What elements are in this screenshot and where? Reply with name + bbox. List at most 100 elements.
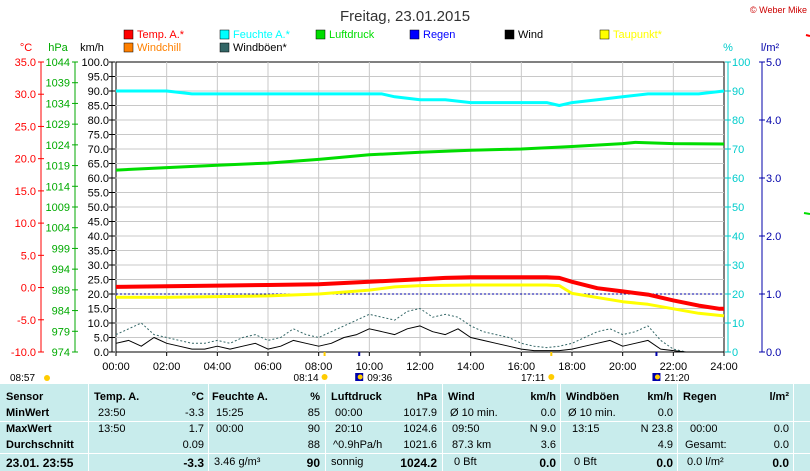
tick-label-wind: 45.0 — [88, 217, 109, 229]
marker-label: 21:20 — [664, 373, 689, 383]
row-label: MinWert — [6, 407, 50, 419]
gust-value: N 23.8 — [640, 423, 673, 435]
tick-label-wind: 0.0 — [94, 347, 109, 359]
rain-value: 0.0 — [772, 456, 789, 470]
tick-label-wind: 65.0 — [88, 159, 109, 171]
x-tick-label: 02:00 — [153, 361, 181, 373]
legend-label: Luftdruck — [329, 29, 375, 41]
x-tick-label: 16:00 — [508, 361, 536, 373]
stats-header-row: Sensor Temp. A. °C Feuchte A. % Luftdruc… — [0, 389, 810, 405]
tick-label-temp: -5.0 — [17, 315, 36, 327]
row-label: Durchschnitt — [6, 439, 74, 451]
row-label: 23.01. 23:55 — [6, 456, 74, 470]
col-gust: Windböen — [566, 391, 620, 403]
x-tick-label: 14:00 — [457, 361, 485, 373]
tick-label-pressure: 1039 — [46, 78, 70, 90]
tick-label-humidity: 20 — [732, 289, 744, 301]
temp-value: 1.7 — [188, 423, 204, 435]
tick-label-wind: 15.0 — [88, 304, 109, 316]
tick-label-temp: 5.0 — [21, 250, 36, 262]
temp-value: -3.3 — [185, 407, 204, 419]
tick-label-wind: 90.0 — [88, 86, 109, 98]
tick-label-pressure: 1019 — [46, 161, 70, 173]
legend-label: Taupunkt* — [613, 29, 663, 41]
stats-avg-row: Durchschnitt 0.09 88 ^0.9hPa/h 1021.6 87… — [0, 437, 810, 453]
wind-value: 0.0 — [540, 407, 556, 419]
tick-label-rain: 2.0 — [766, 231, 781, 243]
series-line — [115, 325, 724, 353]
tick-label-rain: 4.0 — [766, 115, 781, 127]
wind-time: Ø 10 min. — [450, 407, 498, 419]
tick-label-wind: 30.0 — [88, 260, 109, 272]
tick-label-wind: 20.0 — [88, 289, 109, 301]
stats-min-row: MinWert 23:50 -3.3 15:25 85 00:00 1017.9… — [0, 405, 810, 421]
rain-value: 0.0 — [773, 439, 789, 451]
pressure-value: 1024.6 — [403, 423, 437, 435]
tick-label-wind: 85.0 — [88, 101, 109, 113]
gust-bft: 0 Bft — [574, 456, 597, 468]
x-tick-label: 12:00 — [406, 361, 434, 373]
pressure-value: 1021.6 — [403, 439, 437, 451]
col-temp-unit: °C — [191, 391, 204, 403]
tick-label-pressure: 994 — [52, 264, 70, 276]
x-tick-label: 18:00 — [558, 361, 586, 373]
marker-label: 08:57 — [10, 373, 35, 383]
legend-label: Regen — [423, 29, 455, 41]
series-line — [116, 89, 725, 107]
humidity-time: 15:25 — [216, 407, 244, 419]
stats-max-row: MaxWert 13:50 1.7 00:00 90 20:10 1024.6 … — [0, 421, 810, 437]
temp-time: 23:50 — [98, 407, 126, 419]
marker-label: 17:11 — [521, 373, 546, 383]
tick-label-pressure: 979 — [52, 326, 70, 338]
tick-label-humidity: 60 — [732, 173, 744, 185]
moon-phase — [357, 374, 363, 380]
legend-swatch — [409, 29, 420, 40]
axis-title-wind: km/h — [80, 42, 104, 54]
temp-time: 13:50 — [98, 423, 126, 435]
legend-swatch — [315, 29, 326, 40]
weather-chart: Freitag, 23.01.2015 © Weber Mike Temp. A… — [10, 5, 810, 383]
sun-icon — [321, 374, 328, 380]
tick-label-temp: 20.0 — [15, 154, 36, 166]
tick-label-humidity: 80 — [732, 115, 744, 127]
legend-swatch — [599, 29, 610, 40]
temp-value: -3.3 — [183, 456, 204, 470]
temp-value: 0.09 — [182, 439, 204, 451]
col-humidity-unit: % — [310, 391, 320, 403]
tick-label-wind: 75.0 — [88, 130, 109, 142]
tick-label-wind: 60.0 — [88, 173, 109, 185]
marker-label: 08:14 — [294, 373, 319, 383]
side-indicators — [803, 34, 810, 215]
x-tick-label: 24:00 — [710, 361, 738, 373]
wind-value: N 9.0 — [529, 423, 556, 435]
tick-label-humidity: 0 — [732, 347, 738, 359]
pressure-value: 1024.2 — [400, 456, 437, 470]
humidity-value: 90 — [307, 423, 320, 435]
rain-time: 00:00 — [690, 423, 718, 435]
tick-label-pressure: 974 — [52, 347, 70, 359]
col-pressure: Luftdruck — [331, 391, 382, 403]
tick-label-pressure: 999 — [52, 243, 70, 255]
weather-state: sonnig — [331, 456, 364, 468]
stats-now-row: 23.01. 23:55 -3.3 3.46 g/m³ 90 sonnig 10… — [0, 454, 810, 470]
x-axis: 00:00 02:00 04:00 06:00 08:00 10:00 12:00 14:00… — [102, 352, 738, 373]
sun-moon-markers: 08:57 08:14 09:36 17:11 21:20 — [10, 352, 690, 383]
tick-label-wind: 25.0 — [88, 275, 109, 287]
wind-value: 0.0 — [539, 456, 556, 470]
col-wind: Wind — [448, 391, 475, 403]
tick-label-pressure: 1034 — [46, 98, 70, 110]
tick-label-humidity: 30 — [732, 260, 744, 272]
abs-humidity: 3.46 g/m³ — [214, 456, 261, 468]
tick-label-wind: 10.0 — [88, 318, 109, 330]
tick-label-wind: 5.0 — [94, 333, 109, 345]
rain-value: 0.0 — [773, 423, 789, 435]
tick-label-temp: 15.0 — [15, 186, 36, 198]
axis-title-rain: l/m² — [761, 42, 780, 54]
humidity-value: 90 — [306, 456, 320, 470]
gust-value: 0.0 — [657, 407, 673, 419]
series-line — [116, 283, 725, 318]
tick-label-temp: 0.0 — [21, 283, 36, 295]
row-label: MaxWert — [6, 423, 52, 435]
axis-title-pressure: hPa — [48, 42, 68, 54]
chart-legend: Temp. A.* Feuchte A.* Luftdruck Regen Wind Ta… — [123, 29, 663, 54]
